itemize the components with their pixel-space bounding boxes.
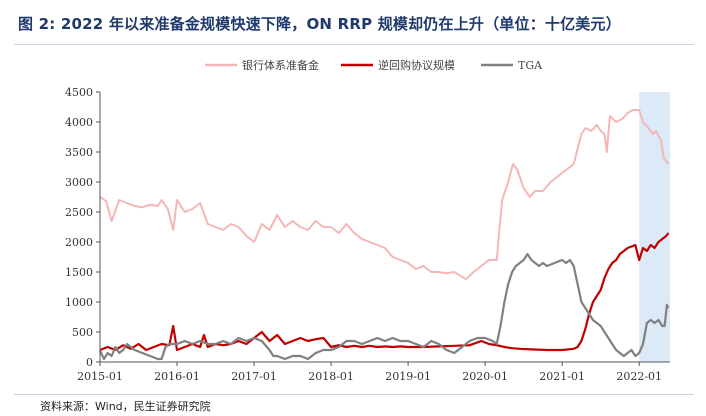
title-divider [14,44,694,45]
y-tick-label: 2500 [65,206,93,219]
legend-label: 银行体系准备金 [242,58,319,72]
x-tick-label: 2017-01 [231,370,277,383]
y-tick-label: 2000 [65,236,93,249]
source-divider [14,394,694,395]
y-tick-label: 4500 [65,86,93,99]
axes-layer: 0 500 1000 1500 2000 2500 3000 3500 4000 4500 2015… [65,86,670,383]
chart-canvas: 银行体系准备金 逆回购协议规模 TGA 0 500 1000 1500 2000 2500 30… [65,58,670,383]
x-tick-label: 2020-01 [462,370,508,383]
x-tick-label: 2015-01 [77,370,123,383]
series-line-rrp [99,232,670,352]
x-tick-label: 2016-01 [154,370,200,383]
y-tick-label: 1000 [65,296,93,309]
y-tick-label: 3000 [65,176,93,189]
chart-legend: 银行体系准备金 逆回购协议规模 TGA [205,58,543,72]
legend-label: TGA [518,59,543,72]
x-tick-label: 2021-01 [539,370,585,383]
y-tick-label: 3500 [65,146,93,159]
legend-label: 逆回购协议规模 [378,58,455,72]
y-tick-label: 0 [86,356,93,369]
series-layer [98,109,670,361]
y-tick-label: 500 [72,326,93,339]
y-tick-label: 4000 [65,116,93,129]
series-line-tga [98,252,670,361]
chart-title: 图 2: 2022 年以来准备金规模快速下降，ON RRP 规模却仍在上升（单位… [18,15,621,33]
y-tick-label: 1500 [65,266,93,279]
series-line-reserves [99,109,670,281]
x-tick-label: 2022-01 [616,370,662,383]
x-tick-label: 2019-01 [385,370,431,383]
x-tick-label: 2018-01 [308,370,354,383]
source-note: 资料来源：Wind，民生证券研究院 [40,400,211,413]
